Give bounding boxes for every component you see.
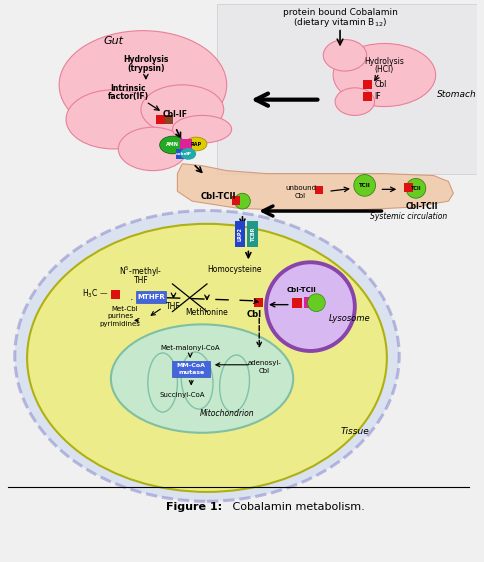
Ellipse shape	[160, 136, 185, 154]
Ellipse shape	[111, 324, 293, 433]
Text: purines: purines	[107, 314, 133, 319]
Ellipse shape	[118, 127, 187, 171]
Ellipse shape	[323, 39, 367, 71]
Text: LRP2: LRP2	[238, 226, 243, 241]
Text: Intrinsic: Intrinsic	[110, 84, 146, 93]
Bar	[292, 298, 302, 307]
Ellipse shape	[27, 224, 387, 492]
Bar	[254, 298, 263, 307]
Text: factor(IF): factor(IF)	[107, 92, 149, 101]
Text: Systemic circulation: Systemic circulation	[370, 212, 448, 221]
Bar	[177, 149, 185, 159]
Text: Lysosome: Lysosome	[329, 314, 371, 323]
Ellipse shape	[15, 211, 399, 501]
Bar	[136, 291, 166, 303]
Bar	[156, 115, 165, 124]
Text: (dietary vitamin B$_{12}$): (dietary vitamin B$_{12}$)	[293, 16, 387, 29]
Text: Cbl-TCII: Cbl-TCII	[287, 287, 317, 293]
Bar	[247, 221, 258, 247]
Circle shape	[354, 175, 376, 196]
Text: Tissue: Tissue	[340, 427, 369, 436]
Text: (HCl): (HCl)	[375, 65, 394, 74]
Text: TCBR: TCBR	[251, 226, 256, 241]
Text: MM-CoA: MM-CoA	[177, 363, 206, 368]
Text: H$_3$C —: H$_3$C —	[82, 288, 108, 300]
Bar	[404, 183, 413, 192]
Text: IF: IF	[375, 92, 381, 101]
Text: mutase: mutase	[178, 370, 204, 375]
Text: Cbl-IF: Cbl-IF	[163, 110, 188, 119]
Text: MTHFR: MTHFR	[137, 294, 165, 300]
Bar	[111, 290, 120, 299]
Ellipse shape	[181, 148, 196, 160]
Text: Stomach: Stomach	[437, 90, 476, 99]
Text: Met-malonyl-CoA: Met-malonyl-CoA	[160, 345, 220, 351]
Bar	[232, 196, 241, 205]
Text: THF: THF	[134, 275, 148, 284]
Bar	[172, 361, 210, 377]
Text: N$^5$-methyl-: N$^5$-methyl-	[120, 265, 163, 279]
Text: Cobalamin metabolism.: Cobalamin metabolism.	[228, 502, 364, 512]
Text: Cbl: Cbl	[247, 310, 262, 319]
Bar	[181, 139, 192, 153]
Text: Hydrolysis: Hydrolysis	[123, 55, 168, 64]
Ellipse shape	[333, 43, 436, 107]
Text: Mitochondrion: Mitochondrion	[199, 409, 254, 418]
Bar	[165, 115, 173, 124]
Text: TCII: TCII	[410, 186, 421, 191]
Text: Cbl: Cbl	[295, 193, 306, 200]
Text: Met-Cbl: Met-Cbl	[111, 306, 138, 311]
Ellipse shape	[141, 85, 224, 134]
Text: SP: SP	[185, 152, 191, 156]
Text: Cbl-TCII: Cbl-TCII	[201, 192, 237, 201]
Circle shape	[266, 262, 355, 351]
Circle shape	[307, 294, 325, 311]
Ellipse shape	[335, 88, 375, 115]
Text: Cbl: Cbl	[375, 80, 387, 89]
Ellipse shape	[59, 31, 227, 139]
Bar	[217, 4, 477, 174]
Text: Gut: Gut	[104, 35, 123, 46]
Text: Succinyl-CoA: Succinyl-CoA	[160, 392, 205, 398]
Text: Homocysteine: Homocysteine	[207, 265, 262, 274]
Bar	[363, 80, 372, 89]
Text: pyrimidines: pyrimidines	[100, 321, 141, 328]
Text: cubn: cubn	[176, 152, 187, 156]
Ellipse shape	[185, 137, 207, 151]
Text: adenosyl-: adenosyl-	[247, 360, 281, 366]
Text: Methionine: Methionine	[185, 308, 228, 317]
Bar	[235, 221, 245, 247]
Text: TCII: TCII	[359, 183, 371, 188]
Text: unbound: unbound	[285, 185, 316, 191]
Ellipse shape	[172, 115, 232, 143]
Bar	[316, 187, 323, 194]
Text: Figure 1:: Figure 1:	[166, 502, 222, 512]
Polygon shape	[178, 164, 454, 211]
Text: RAP: RAP	[191, 142, 202, 147]
Text: Cbl-TCII: Cbl-TCII	[406, 202, 438, 211]
Ellipse shape	[66, 90, 161, 149]
Circle shape	[235, 193, 250, 209]
Text: AMN: AMN	[166, 143, 179, 147]
Circle shape	[406, 179, 426, 198]
Bar	[303, 297, 315, 307]
Text: THF: THF	[166, 302, 181, 311]
Text: ·: ·	[129, 294, 133, 305]
Text: Cbl: Cbl	[258, 368, 270, 374]
Text: (trypsin): (trypsin)	[127, 64, 165, 72]
Text: protein bound Cobalamin: protein bound Cobalamin	[283, 8, 397, 17]
Bar	[363, 92, 372, 101]
Text: Hydrolysis: Hydrolysis	[364, 57, 404, 66]
